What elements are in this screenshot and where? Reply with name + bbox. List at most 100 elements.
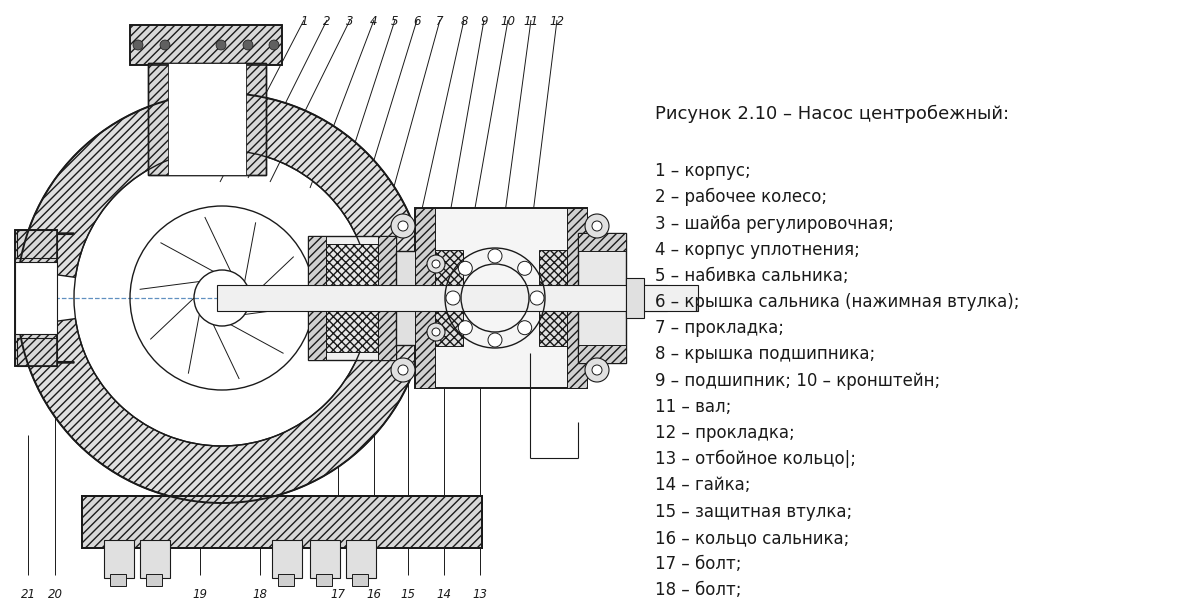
Bar — [415, 208, 436, 388]
Circle shape — [269, 40, 278, 50]
Text: 5: 5 — [391, 15, 398, 28]
Text: 21: 21 — [20, 588, 36, 600]
Circle shape — [391, 214, 415, 238]
Bar — [14, 230, 58, 366]
Text: 7: 7 — [437, 15, 444, 28]
Text: 2 – рабочее колесо;: 2 – рабочее колесо; — [655, 188, 827, 206]
Bar — [17, 338, 58, 366]
Circle shape — [458, 320, 473, 335]
Circle shape — [592, 221, 602, 231]
Text: 3: 3 — [347, 15, 354, 28]
Text: 3 – шайба регулировочная;: 3 – шайба регулировочная; — [655, 214, 894, 233]
Bar — [436, 250, 463, 346]
Text: 12 – прокладка;: 12 – прокладка; — [655, 424, 794, 442]
Bar — [578, 233, 626, 251]
Text: 10: 10 — [500, 15, 516, 28]
Circle shape — [586, 358, 610, 382]
Text: 9 – подшипник; 10 – кронштейн;: 9 – подшипник; 10 – кронштейн; — [655, 371, 941, 389]
Text: 11: 11 — [523, 15, 539, 28]
Bar — [326, 244, 378, 352]
Circle shape — [488, 249, 502, 263]
Bar — [626, 278, 644, 318]
Bar — [130, 25, 282, 65]
Text: 9: 9 — [480, 15, 487, 28]
Text: Рисунок 2.10 – Насос центробежный:: Рисунок 2.10 – Насос центробежный: — [655, 105, 1009, 123]
Text: 5 – набивка сальника;: 5 – набивка сальника; — [655, 267, 848, 285]
Circle shape — [517, 320, 532, 335]
Bar — [578, 345, 626, 363]
Bar — [130, 25, 282, 65]
Text: 7 – прокладка;: 7 – прокладка; — [655, 319, 784, 337]
Bar — [578, 233, 626, 363]
Circle shape — [391, 358, 415, 382]
Circle shape — [432, 260, 440, 268]
Text: 16 – кольцо сальника;: 16 – кольцо сальника; — [655, 529, 850, 547]
Text: 1: 1 — [300, 15, 307, 28]
Circle shape — [586, 214, 610, 238]
Text: 8: 8 — [461, 15, 468, 28]
Text: 17 – болт;: 17 – болт; — [655, 555, 742, 573]
Bar — [396, 251, 418, 345]
Text: 17: 17 — [330, 588, 346, 600]
Text: 11 – вал;: 11 – вал; — [655, 398, 731, 416]
Text: 6: 6 — [413, 15, 421, 28]
Polygon shape — [17, 233, 74, 235]
Bar — [378, 236, 396, 360]
Text: 15: 15 — [401, 588, 415, 600]
Circle shape — [432, 328, 440, 336]
Bar — [82, 496, 482, 548]
Circle shape — [458, 262, 473, 275]
Circle shape — [160, 40, 170, 50]
Bar — [14, 262, 58, 334]
Bar — [14, 230, 58, 366]
Bar — [148, 63, 266, 175]
Text: 6 – крышка сальника (нажимная втулка);: 6 – крышка сальника (нажимная втулка); — [655, 293, 1020, 311]
Text: 16: 16 — [366, 588, 382, 600]
Text: 4 – корпус уплотнения;: 4 – корпус уплотнения; — [655, 241, 860, 259]
Bar — [110, 574, 126, 586]
Bar — [140, 540, 170, 578]
Bar — [278, 574, 294, 586]
Text: 15 – защитная втулка;: 15 – защитная втулка; — [655, 503, 852, 521]
Bar — [168, 63, 246, 175]
Bar — [415, 208, 587, 388]
Text: 13 – отбойное кольцо|;: 13 – отбойное кольцо|; — [655, 450, 856, 469]
Bar — [17, 230, 58, 258]
Text: 8 – крышка подшипника;: 8 – крышка подшипника; — [655, 346, 875, 364]
Text: 12: 12 — [550, 15, 564, 28]
Text: 14 – гайка;: 14 – гайка; — [655, 476, 750, 494]
Bar — [626, 285, 698, 311]
Circle shape — [517, 262, 532, 275]
Circle shape — [592, 365, 602, 375]
Polygon shape — [17, 362, 74, 363]
Circle shape — [133, 40, 143, 50]
Bar — [146, 574, 162, 586]
Text: 20: 20 — [48, 588, 62, 600]
Text: 1 – корпус;: 1 – корпус; — [655, 162, 751, 180]
Circle shape — [216, 40, 226, 50]
Text: 14: 14 — [437, 588, 451, 600]
Bar — [308, 236, 326, 360]
Polygon shape — [19, 319, 425, 503]
Bar — [82, 496, 482, 548]
Bar — [104, 540, 134, 578]
Circle shape — [398, 365, 408, 375]
Bar — [352, 574, 368, 586]
Text: 2: 2 — [323, 15, 331, 28]
Bar — [346, 540, 376, 578]
Text: 4: 4 — [371, 15, 378, 28]
Text: 19: 19 — [192, 588, 208, 600]
Bar — [272, 540, 302, 578]
Bar — [148, 63, 266, 175]
Text: 13: 13 — [473, 588, 487, 600]
Text: 18: 18 — [252, 588, 268, 600]
Circle shape — [427, 255, 445, 273]
Text: 18 – болт;: 18 – болт; — [655, 581, 742, 599]
Bar — [539, 250, 568, 346]
Bar — [308, 236, 396, 360]
Circle shape — [427, 323, 445, 341]
Circle shape — [398, 221, 408, 231]
Circle shape — [488, 333, 502, 347]
Bar — [217, 285, 667, 311]
Bar — [316, 574, 332, 586]
